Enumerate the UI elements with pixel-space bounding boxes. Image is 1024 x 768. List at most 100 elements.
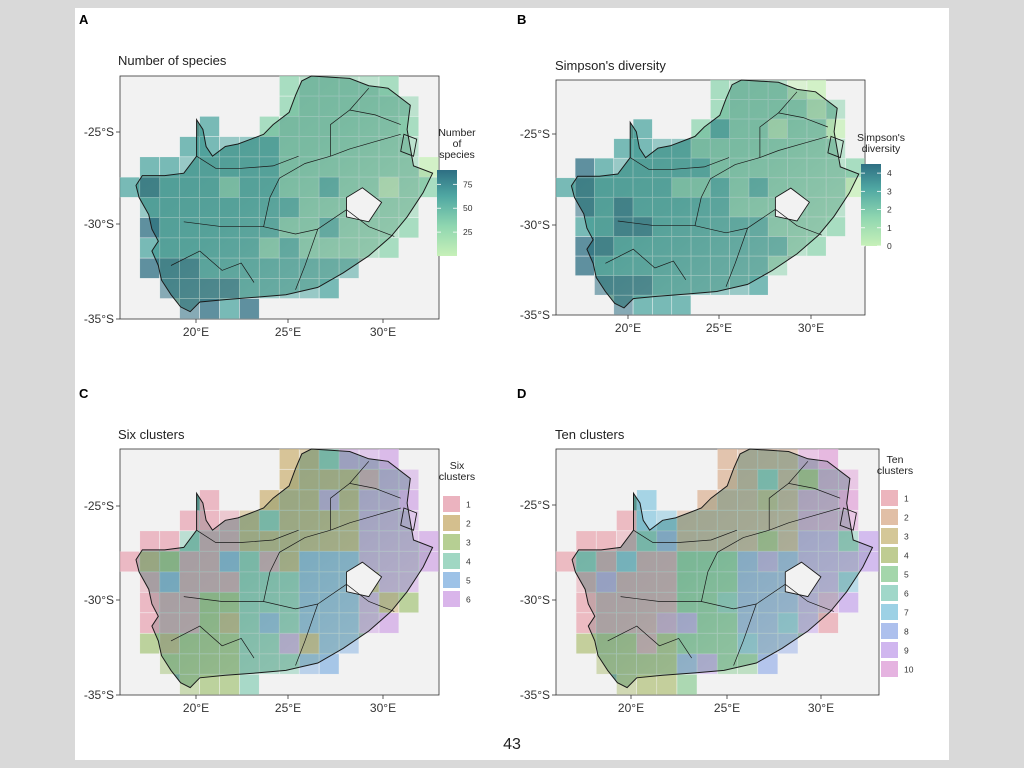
- grid-cell: [219, 136, 240, 157]
- grid-cell: [555, 177, 576, 198]
- grid-cell: [239, 278, 260, 299]
- grid-cell: [691, 197, 711, 217]
- grid-cell: [636, 571, 657, 593]
- grid-cell: [671, 197, 692, 217]
- grid-cell: [279, 653, 300, 675]
- grid-cell: [748, 197, 769, 217]
- grid-cell: [613, 197, 634, 217]
- panel-title: Simpson's diversity: [555, 58, 666, 73]
- country-border: [135, 448, 434, 689]
- grid-cell: [259, 197, 280, 218]
- grid-cell: [768, 99, 788, 119]
- grid-cell: [555, 551, 576, 572]
- y-tick-label: -30°S: [520, 593, 550, 607]
- grid-cell: [279, 258, 300, 279]
- grid-cell: [219, 551, 240, 572]
- grid-cell: [159, 258, 180, 279]
- grid-cell: [757, 469, 778, 490]
- grid-cell: [299, 116, 320, 137]
- province-border: [295, 603, 319, 666]
- y-tick-label: -25°S: [84, 499, 114, 513]
- grid-cell: [159, 653, 180, 675]
- grid-cell: [652, 295, 672, 315]
- grid-cell: [319, 217, 340, 238]
- grid-cell: [575, 177, 595, 198]
- grid-cell: [379, 571, 399, 593]
- grid-cell: [717, 653, 738, 675]
- grid-cell: [239, 197, 260, 218]
- grid-cell: [139, 156, 160, 178]
- grid-cell: [636, 510, 657, 531]
- grid-cell: [239, 612, 260, 634]
- y-tick-label: -30°S: [84, 593, 114, 607]
- grid-cell: [339, 75, 359, 97]
- grid-cell: [798, 469, 819, 490]
- lesotho-border: [346, 187, 383, 223]
- grid-cell: [259, 571, 280, 593]
- grid-cell: [179, 278, 200, 299]
- grid-cell: [239, 258, 260, 279]
- y-tick-label: -35°S: [84, 688, 114, 702]
- grid-cell: [818, 489, 839, 511]
- grid-cell: [806, 197, 827, 217]
- grid-cell: [379, 237, 399, 259]
- legend-item-label: 2: [466, 519, 471, 529]
- grid-cell: [729, 99, 749, 119]
- grid-cell: [299, 510, 320, 531]
- grid-cell: [379, 448, 399, 470]
- grid-cell: [398, 217, 419, 238]
- legend-break-label: 1: [887, 223, 892, 233]
- grid-cell: [359, 156, 379, 178]
- grid-cell: [279, 177, 300, 198]
- grid-cell: [179, 674, 200, 695]
- grid-cell: [339, 592, 359, 613]
- grid-cell: [858, 551, 879, 572]
- grid-cell: [652, 158, 672, 178]
- legend-item-label: 5: [466, 576, 471, 586]
- grid-cell: [259, 489, 280, 511]
- grid-cell: [594, 158, 614, 178]
- x-tick-label: 25°E: [275, 701, 301, 715]
- grid-cell: [838, 592, 859, 613]
- grid-cell: [596, 653, 617, 675]
- legend-break-label: 3: [887, 186, 892, 196]
- province-border: [170, 625, 255, 659]
- eswatini-border: [827, 135, 844, 159]
- province-border: [759, 136, 828, 158]
- grid-cell: [768, 138, 788, 159]
- grid-cell: [636, 551, 657, 572]
- panel-title: Six clusters: [118, 427, 185, 442]
- grid-cell: [299, 612, 320, 634]
- legend-swatch: [443, 572, 460, 588]
- legend-swatch: [881, 585, 898, 601]
- panel-title: Number of species: [118, 53, 227, 68]
- legend-title: clusters: [877, 465, 913, 477]
- y-tick-label: -30°S: [520, 218, 550, 232]
- grid-cell: [691, 177, 711, 198]
- grid-cell: [768, 118, 788, 139]
- country-border: [571, 448, 874, 689]
- grid-cell: [777, 469, 799, 490]
- legend-break-label: 2: [887, 205, 892, 215]
- grid-cell: [757, 448, 778, 470]
- grid-cell: [279, 75, 300, 97]
- grid-cell: [818, 612, 839, 634]
- grid-cell: [219, 278, 240, 299]
- grid-cell: [576, 571, 597, 593]
- grid-cell: [729, 256, 749, 276]
- grid-cell: [676, 674, 698, 695]
- grid-cell: [636, 633, 657, 654]
- grid-cell: [199, 674, 220, 695]
- grid-cell: [339, 489, 359, 511]
- grid-cell: [179, 633, 200, 654]
- province-border: [263, 155, 331, 227]
- grid-cell: [671, 275, 692, 296]
- grid-cell: [299, 156, 320, 178]
- legend-swatch: [881, 547, 898, 563]
- grid-cell: [299, 530, 320, 552]
- province-border: [330, 507, 401, 531]
- grid-cell: [159, 237, 180, 259]
- grid-cell: [656, 551, 677, 572]
- province-border: [725, 227, 748, 287]
